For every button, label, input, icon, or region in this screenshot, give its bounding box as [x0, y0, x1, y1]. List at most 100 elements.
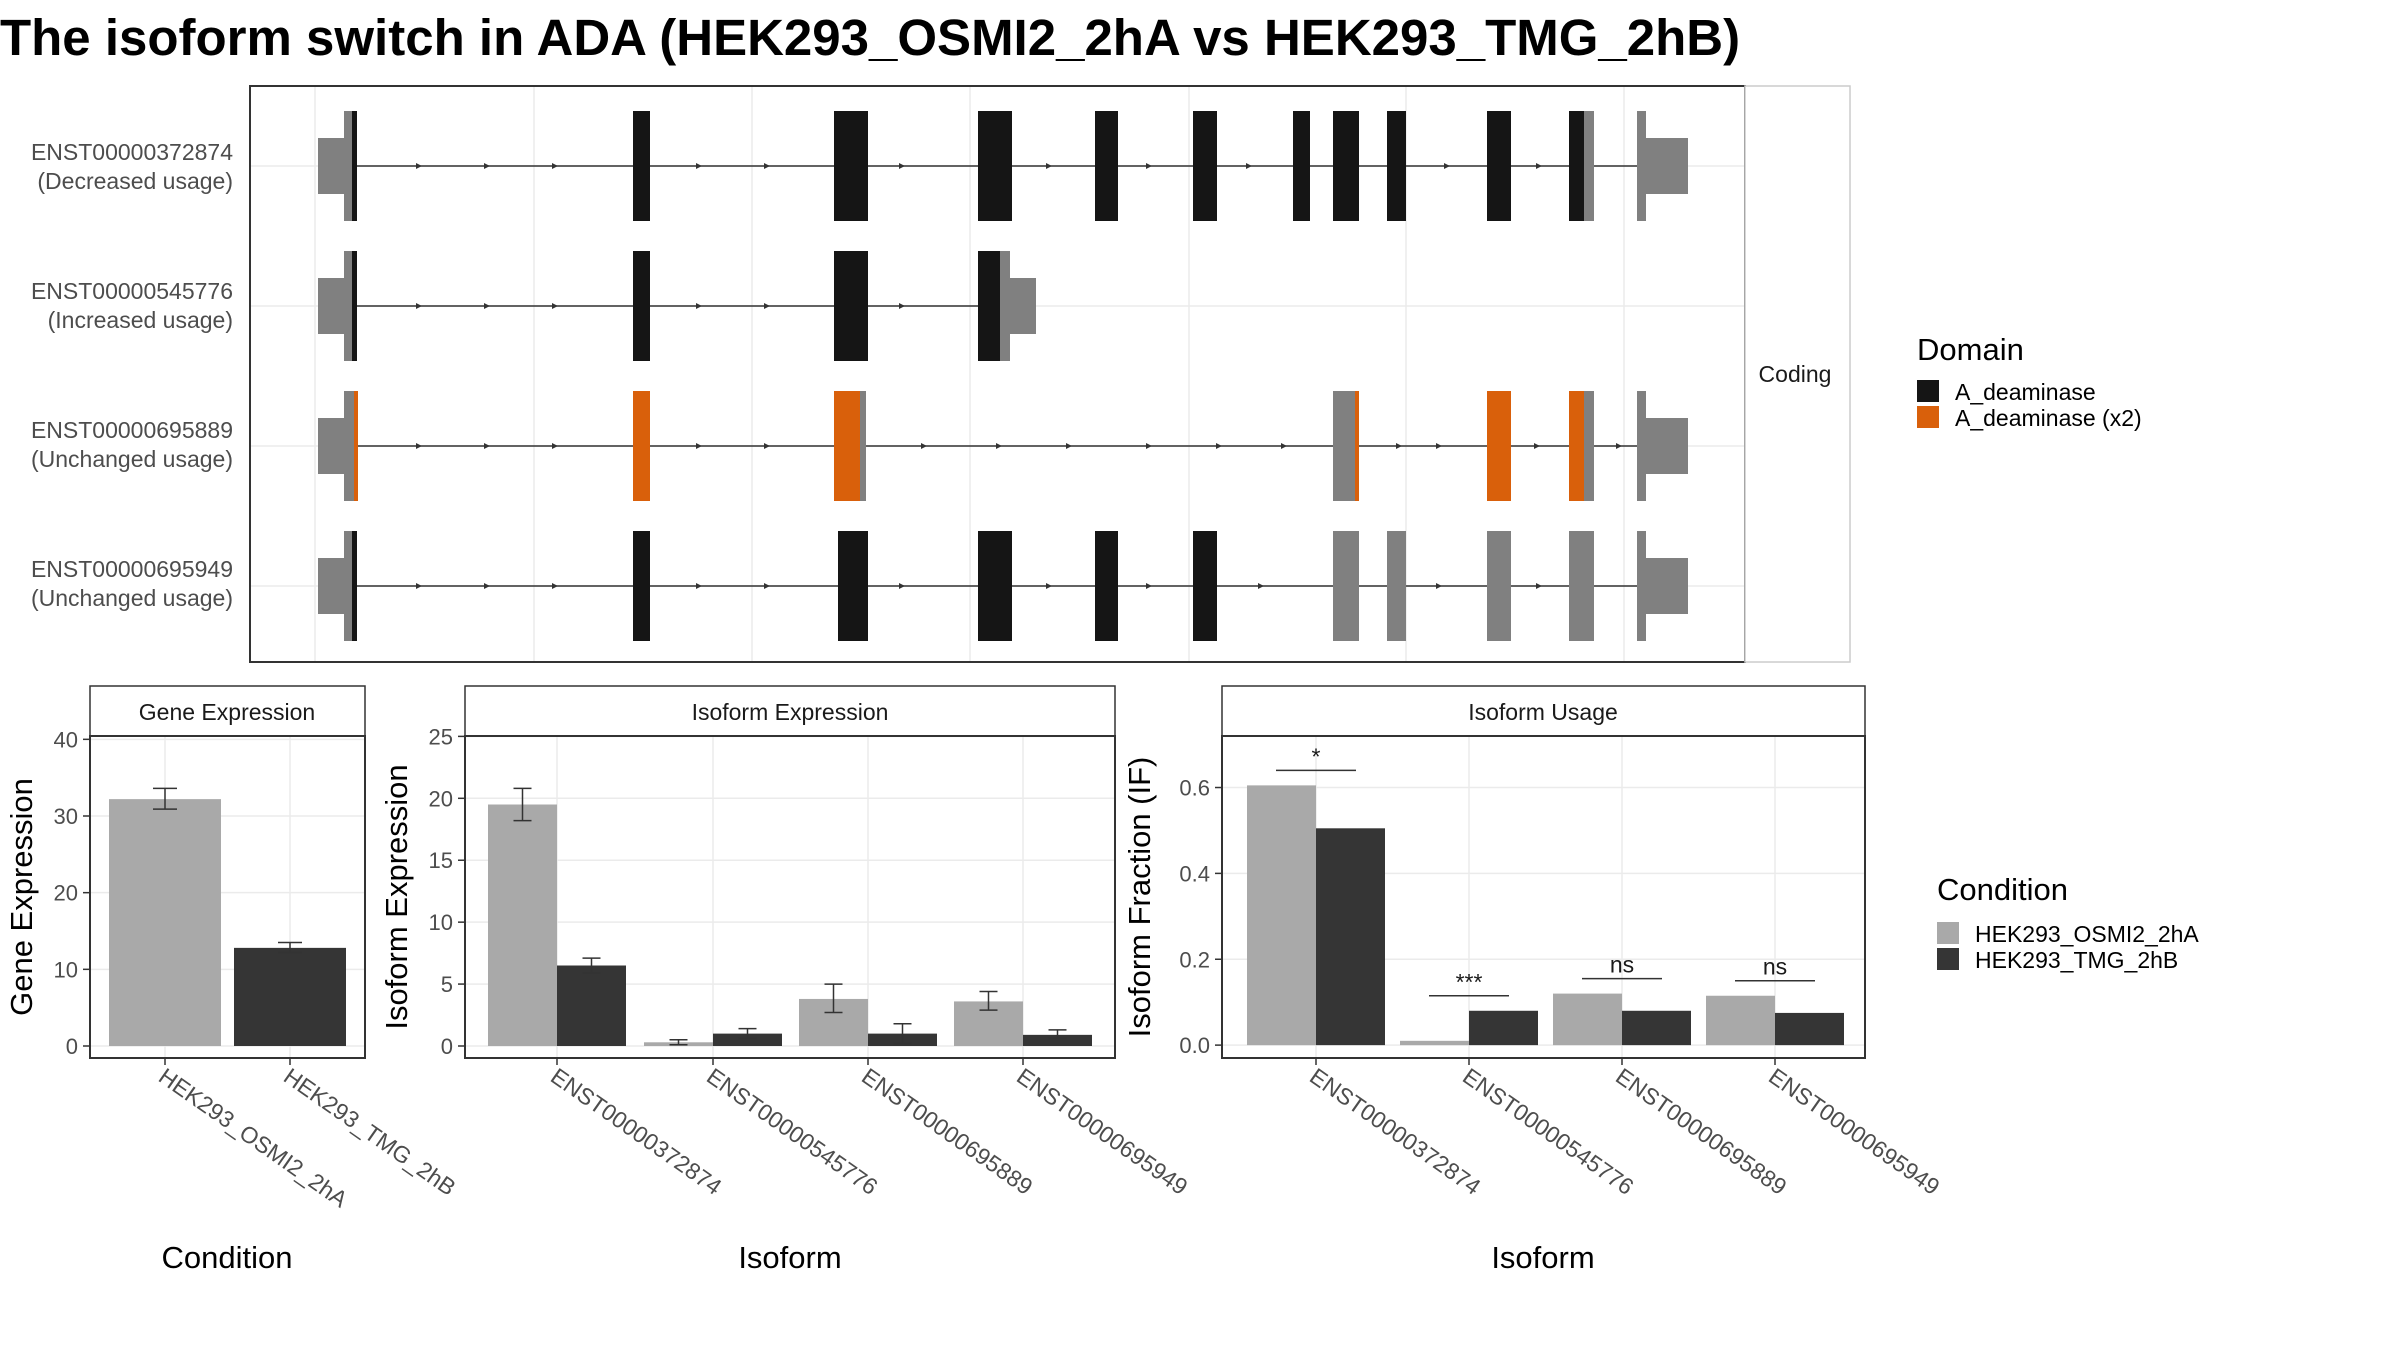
intron-arrow-4-3 — [696, 583, 702, 589]
isoform-expression-xtick-label-0: ENST00000372874 — [546, 1063, 727, 1200]
isoform-expression-title: Isoform Expression — [692, 699, 889, 725]
exon-1-0 — [318, 138, 344, 194]
gene-expression-x-label: Condition — [162, 1240, 293, 1275]
isoform-usage-bar-0-0 — [1247, 785, 1316, 1046]
exon-4-8 — [1333, 531, 1359, 641]
gene-expression-bar-1 — [234, 947, 346, 1046]
gene-expression-bars — [109, 787, 346, 1046]
intron-arrow-1-5 — [899, 163, 905, 169]
isoform-expression-bar-1-1 — [713, 1033, 782, 1046]
intron-arrow-4-10 — [1536, 583, 1542, 589]
transcript-usage-4: (Unchanged usage) — [31, 585, 233, 611]
gene-expression-ytick-label-3: 30 — [54, 804, 78, 829]
exon-3-6 — [1333, 391, 1355, 501]
domain-legend-title: Domain — [1917, 332, 2024, 367]
exon-1-2 — [352, 111, 357, 221]
intron-arrow-3-4 — [764, 443, 770, 449]
isoform-expression-frame — [464, 735, 1116, 1059]
exon-3-5 — [860, 391, 866, 501]
exon-4-0 — [318, 558, 344, 614]
isoform-expression-ytick-label-1: 5 — [441, 972, 453, 997]
exon-1-1 — [344, 111, 352, 221]
exon-4-4 — [838, 531, 868, 641]
isoform-usage-ytick-label-0: 0.0 — [1179, 1033, 1210, 1058]
isoform-usage-ytick-label-2: 0.4 — [1179, 861, 1210, 886]
exon-2-3 — [633, 251, 650, 361]
isoform-usage-x-label: Isoform — [1491, 1240, 1594, 1275]
exon-1-9 — [1333, 111, 1359, 221]
exon-1-7 — [1193, 111, 1217, 221]
legend-label-osmi2: HEK293_OSMI2_2hA — [1975, 921, 2199, 947]
isoform-usage-bars: ****ns ns — [1247, 743, 1844, 1046]
isoform-expression-errorbar-1-3 — [1048, 1029, 1067, 1040]
exon-1-12 — [1569, 111, 1584, 221]
significance-label-2: ns — [1610, 952, 1634, 978]
exon-1-10 — [1387, 111, 1406, 221]
exon-2-0 — [318, 278, 344, 334]
intron-arrow-1-7 — [1146, 163, 1152, 169]
significance-label-3: ns — [1763, 954, 1787, 980]
exon-4-12 — [1637, 531, 1646, 641]
intron-arrow-3-13 — [1534, 443, 1540, 449]
isoform-expression-ytick-label-2: 10 — [429, 910, 453, 935]
isoform-expression-errorbar-1-0 — [582, 957, 601, 974]
gene-expression-title: Gene Expression — [139, 699, 315, 725]
legend-key-osmi2 — [1937, 922, 1959, 944]
transcript-usage-3: (Unchanged usage) — [31, 446, 233, 472]
exon-1-11 — [1487, 111, 1511, 221]
isoform-usage-panel: Isoform Usage ****ns ns 0.00.20.40.6ENST0… — [1122, 685, 1945, 1275]
intron-arrow-3-7 — [1066, 443, 1072, 449]
gene-expression-errorbar-1 — [278, 941, 302, 954]
intron-arrow-3-11 — [1396, 443, 1402, 449]
legend-label-a-deaminase: A_deaminase — [1955, 379, 2096, 405]
intron-arrow-3-9 — [1216, 443, 1222, 449]
legend-key-tmg — [1937, 948, 1959, 970]
intron-arrow-3-3 — [696, 443, 702, 449]
transcript-usage-1: (Decreased usage) — [37, 168, 233, 194]
exon-3-9 — [1569, 391, 1584, 501]
gene-expression-y-label: Gene Expression — [4, 778, 39, 1016]
intron-arrow-2-2 — [552, 303, 558, 309]
structure-marks — [318, 111, 1688, 641]
isoform-usage-title: Isoform Usage — [1468, 699, 1618, 725]
condition-legend: Condition HEK293_OSMI2_2hA HEK293_TMG_2h… — [1937, 872, 2199, 973]
exon-4-3 — [633, 531, 650, 641]
significance-label-1: *** — [1456, 969, 1483, 995]
isoform-usage-ytick-label-3: 0.6 — [1179, 776, 1210, 801]
exon-2-1 — [344, 251, 352, 361]
exon-3-12 — [1646, 418, 1688, 474]
exon-3-0 — [318, 418, 344, 474]
gene-expression-frame — [89, 735, 366, 1059]
intron-arrow-4-9 — [1436, 583, 1442, 589]
exon-4-9 — [1387, 531, 1406, 641]
intron-arrow-3-10 — [1281, 443, 1287, 449]
isoform-usage-bar-1-3 — [1775, 1012, 1844, 1046]
isoform-usage-bar-1-2 — [1622, 1010, 1691, 1046]
intron-arrow-4-0 — [416, 583, 422, 589]
exon-1-15 — [1646, 138, 1688, 194]
transcript-id-3: ENST00000695889 — [31, 417, 233, 443]
exon-1-4 — [834, 111, 868, 221]
intron-arrow-1-8 — [1246, 163, 1252, 169]
isoform-expression-ytick-label-5: 25 — [429, 724, 453, 749]
isoform-structure-panel: Coding ENST00000372874 (Decreased usage)… — [31, 85, 1851, 663]
intron-arrow-1-9 — [1444, 163, 1450, 169]
exon-1-3 — [633, 111, 650, 221]
condition-legend-title: Condition — [1937, 872, 2068, 907]
intron-arrow-1-0 — [416, 163, 422, 169]
transcript-usage-2: (Increased usage) — [48, 307, 233, 333]
isoform-expression-errorbar-0-0 — [513, 787, 532, 822]
intron-arrow-1-3 — [696, 163, 702, 169]
exon-4-10 — [1487, 531, 1511, 641]
isoform-expression-y-label: Isoform Expression — [379, 764, 414, 1029]
intron-arrow-3-6 — [996, 443, 1002, 449]
exon-3-8 — [1487, 391, 1511, 501]
intron-arrow-4-7 — [1146, 583, 1152, 589]
isoform-usage-bar-1-1 — [1469, 1010, 1538, 1046]
exon-3-7 — [1355, 391, 1359, 501]
facet-label-coding: Coding — [1759, 361, 1832, 387]
gene-expression-ytick-label-1: 10 — [54, 957, 78, 982]
isoform-expression-xtick-label-2: ENST00000695889 — [857, 1063, 1037, 1200]
transcript-id-2: ENST00000545776 — [31, 278, 233, 304]
exon-4-5 — [978, 531, 1012, 641]
